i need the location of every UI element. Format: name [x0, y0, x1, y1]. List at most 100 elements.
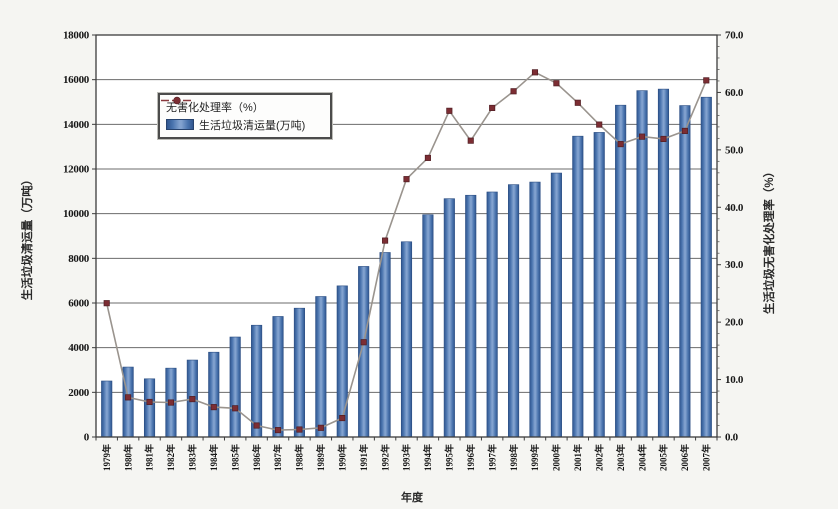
marker-1993年: [403, 176, 410, 183]
x-tick-label-1993年: 1993年: [401, 444, 412, 471]
bar-1999年: [529, 181, 541, 438]
marker-1989年: [317, 424, 324, 431]
x-tick-label-2000年: 2000年: [551, 444, 562, 471]
x-tick-label-1983年: 1983年: [187, 444, 198, 471]
marker-1980年: [125, 394, 132, 401]
marker-1992年: [382, 237, 389, 244]
bar-2002年: [593, 132, 605, 438]
x-tick-label-2007年: 2007年: [701, 444, 712, 471]
bar-1984年: [208, 351, 220, 438]
bar-1987年: [272, 316, 284, 438]
marker-1998年: [510, 88, 517, 95]
marker-1995年: [446, 107, 453, 114]
marker-1985年: [232, 405, 239, 412]
x-tick-label-1987年: 1987年: [272, 444, 283, 471]
x-tick-label-1984年: 1984年: [208, 444, 219, 471]
bar-2003年: [615, 104, 627, 438]
right-axis-tick-label: 0.0: [725, 432, 739, 444]
left-axis-tick-label: 0: [84, 432, 90, 444]
marker-2002年: [596, 121, 603, 128]
left-axis-tick-label: 14000: [63, 119, 90, 131]
x-tick-label-1991年: 1991年: [358, 444, 369, 471]
x-tick-label-2002年: 2002年: [593, 444, 604, 471]
x-tick-label-1982年: 1982年: [165, 444, 176, 471]
right-axis-tick-label: 70.0: [725, 30, 744, 42]
x-tick-label-1990年: 1990年: [337, 444, 348, 471]
left-axis-tick-label: 2000: [68, 387, 90, 399]
marker-1990年: [339, 415, 346, 422]
right-axis-tick-label: 30.0: [725, 259, 744, 271]
x-tick-label-1995年: 1995年: [444, 444, 455, 471]
x-tick-label-1981年: 1981年: [144, 444, 155, 471]
left-axis-title: 生活垃圾清运量（万吨）: [22, 173, 34, 301]
left-axis-tick-label: 8000: [68, 253, 90, 265]
x-tick-label-1986年: 1986年: [251, 444, 262, 471]
legend-label-waste-volume: 生活垃圾清运量(万吨): [199, 119, 306, 132]
bar-1988年: [293, 307, 305, 438]
bar-series-swatch: [166, 119, 194, 130]
bar-2006年: [679, 105, 691, 438]
marker-1986年: [253, 422, 260, 429]
marker-1991年: [360, 339, 367, 346]
x-axis-title: 年度: [401, 492, 423, 504]
x-tick-label-1988年: 1988年: [294, 444, 305, 471]
marker-2001年: [574, 99, 581, 106]
x-tick-label-1992年: 1992年: [379, 444, 390, 471]
bar-1993年: [400, 241, 413, 438]
right-axis-tick-label: 50.0: [725, 144, 744, 156]
marker-1994年: [424, 154, 431, 161]
bar-1986年: [251, 324, 263, 438]
legend-label-treatment-rate: 无害化处理率（%）: [166, 101, 264, 114]
marker-1982年: [167, 399, 175, 406]
bar-1998年: [508, 184, 520, 438]
x-tick-label-1998年: 1998年: [508, 444, 519, 471]
marker-1983年: [189, 396, 196, 403]
bar-2000年: [550, 172, 562, 438]
marker-2007年: [703, 77, 710, 84]
x-tick-label-2006年: 2006年: [679, 444, 690, 471]
chart-legend: 无害化处理率（%） 生活垃圾清运量(万吨): [157, 92, 333, 140]
right-axis-tick-label: 40.0: [725, 202, 744, 214]
right-axis-title: 生活垃圾无害化处理率（%）: [764, 165, 776, 315]
x-tick-label-1999年: 1999年: [529, 444, 540, 471]
x-tick-label-2004年: 2004年: [636, 444, 647, 471]
marker-2000年: [553, 80, 560, 87]
bar-2007年: [700, 96, 712, 438]
bar-1994年: [422, 214, 434, 438]
marker-1987年: [274, 427, 282, 434]
legend-item-waste-volume: 生活垃圾清运量(万吨): [166, 117, 324, 132]
marker-2005年: [660, 135, 667, 143]
legend-item-treatment-rate: 无害化处理率（%）: [161, 96, 324, 114]
marker-2006年: [681, 127, 688, 134]
marker-1984年: [210, 404, 217, 411]
bar-2001年: [572, 135, 584, 438]
bar-1996年: [465, 194, 477, 438]
bar-1997年: [486, 191, 498, 438]
line-series-swatch: [161, 96, 193, 105]
left-axis-tick-label: 6000: [68, 298, 90, 310]
left-axis-tick-label: 10000: [63, 208, 90, 220]
bar-1979年: [101, 380, 113, 438]
bar-2004年: [636, 90, 648, 438]
marker-1981年: [146, 398, 153, 406]
bar-1989年: [315, 296, 327, 438]
plot-border: [95, 34, 718, 438]
marker-2003年: [617, 141, 624, 148]
x-tick-label-1979年: 1979年: [101, 444, 112, 471]
bar-1985年: [229, 336, 241, 438]
bar-1991年: [358, 266, 370, 438]
marker-1996年: [467, 137, 474, 144]
x-tick-label-1996年: 1996年: [465, 444, 476, 471]
bar-1992年: [379, 252, 391, 438]
x-tick-label-2003年: 2003年: [615, 444, 626, 471]
x-tick-label-1997年: 1997年: [486, 444, 497, 471]
bar-1980年: [122, 366, 134, 438]
left-axis-tick-label: 16000: [63, 74, 90, 86]
x-tick-label-1980年: 1980年: [122, 444, 133, 471]
right-axis-tick-label: 60.0: [725, 87, 744, 99]
marker-1999年: [531, 69, 539, 76]
right-axis-tick-label: 10.0: [725, 374, 744, 386]
right-axis-tick-label: 20.0: [725, 317, 744, 329]
